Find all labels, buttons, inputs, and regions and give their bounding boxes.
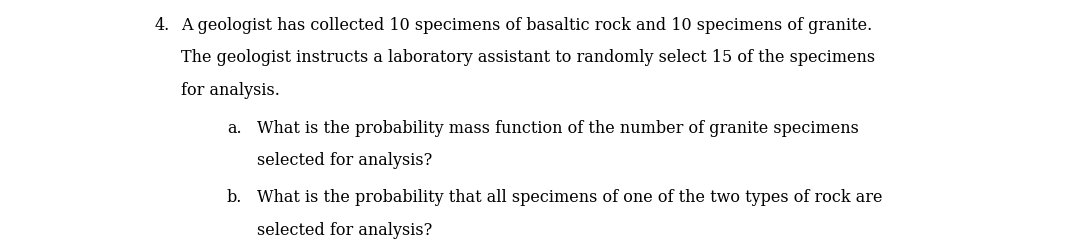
Text: selected for analysis?: selected for analysis? <box>257 222 432 239</box>
Text: The geologist instructs a laboratory assistant to randomly select 15 of the spec: The geologist instructs a laboratory ass… <box>181 49 876 66</box>
Text: What is the probability that all specimens of one of the two types of rock are: What is the probability that all specime… <box>257 189 882 206</box>
Text: What is the probability mass function of the number of granite specimens: What is the probability mass function of… <box>257 120 859 137</box>
Text: selected for analysis?: selected for analysis? <box>257 152 432 169</box>
Text: A geologist has collected 10 specimens of basaltic rock and 10 specimens of gran: A geologist has collected 10 specimens o… <box>181 17 873 34</box>
Text: a.: a. <box>227 120 242 137</box>
Text: for analysis.: for analysis. <box>181 82 281 99</box>
Text: 4.: 4. <box>154 17 170 34</box>
Text: b.: b. <box>227 189 242 206</box>
